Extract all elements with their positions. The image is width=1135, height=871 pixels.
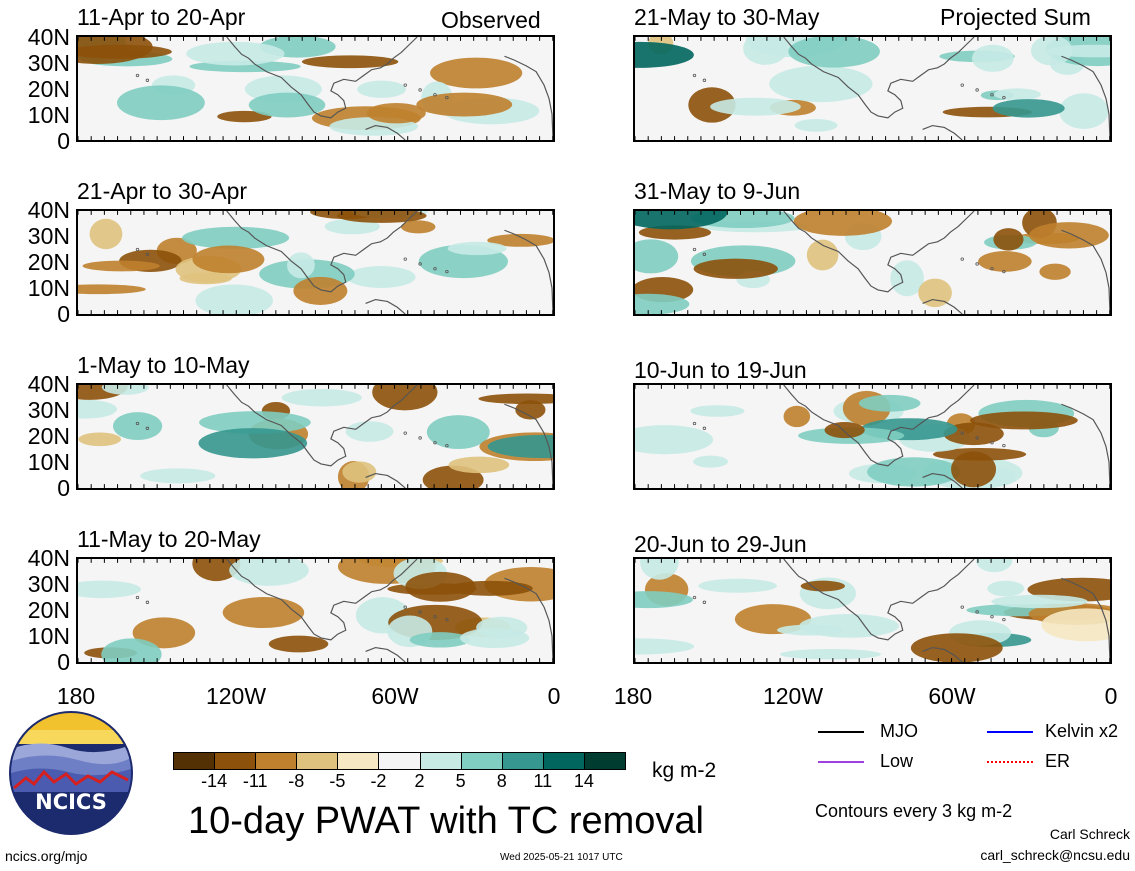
lat-label: 0 — [57, 301, 70, 327]
observed-label: Observed — [441, 7, 541, 33]
colorbar-units: kg m-2 — [652, 759, 717, 782]
colorbar — [173, 752, 626, 770]
lon-label: 120W — [205, 683, 267, 709]
colorbar-swatch — [214, 752, 257, 770]
panel-title-7: 10-Jun to 19-Jun — [634, 357, 807, 383]
lat-label: 40N — [27, 197, 70, 223]
lat-label: 20N — [27, 76, 70, 102]
lon-label: 60W — [371, 683, 419, 709]
colorbar-tick-label: -5 — [329, 771, 346, 791]
er-legend-line — [987, 761, 1033, 763]
colorbar-tick-label: -14 — [201, 771, 228, 791]
colorbar-tick-label: -11 — [242, 771, 268, 791]
pwat-anomaly-map — [78, 37, 553, 140]
lat-label: 40N — [27, 545, 70, 571]
lat-label: 30N — [27, 223, 70, 249]
lat-label: 0 — [57, 128, 70, 154]
low-legend-label: Low — [880, 751, 914, 771]
author-email: carl_schreck@ncsu.edu — [980, 847, 1130, 863]
pwat-anomaly-map — [635, 559, 1110, 662]
map-panel-2 — [76, 209, 555, 316]
pwat-anomaly-map — [635, 37, 1110, 140]
colorbar-swatch — [173, 752, 216, 770]
colorbar-swatch — [419, 752, 462, 770]
lat-label: 10N — [27, 102, 70, 128]
colorbar-tick-label: -8 — [288, 771, 305, 791]
lon-label: 0 — [547, 683, 561, 709]
colorbar-swatch — [296, 752, 339, 770]
colorbar-swatch — [337, 752, 380, 770]
panel-title-5: 21-May to 30-May — [634, 4, 820, 30]
panel-title-6: 31-May to 9-Jun — [634, 178, 801, 204]
mjo-legend-line — [818, 731, 864, 733]
map-panel-5 — [633, 35, 1112, 142]
kelvin-legend-line — [987, 731, 1033, 733]
lat-label: 0 — [57, 475, 70, 501]
colorbar-tick-label: 11 — [533, 771, 553, 791]
author-name: Carl Schreck — [1049, 826, 1130, 842]
lat-label: 30N — [27, 397, 70, 423]
lat-label: 30N — [27, 571, 70, 597]
colorbar-swatch — [255, 752, 298, 770]
lon-label: 180 — [56, 683, 96, 709]
mjo-legend-label: MJO — [880, 721, 918, 741]
panel-title-2: 21-Apr to 30-Apr — [77, 178, 248, 204]
panel-title-1: 11-Apr to 20-Apr — [77, 4, 246, 30]
footer-timestamp: Wed 2025-05-21 1017 UTC — [500, 852, 623, 863]
lon-label: 180 — [613, 683, 653, 709]
lat-label: 20N — [27, 423, 70, 449]
contours-note: Contours every 3 kg m-2 — [815, 801, 1013, 821]
colorbar-swatch — [501, 752, 544, 770]
colorbar-tick-label: 2 — [414, 771, 425, 791]
colorbar-swatch — [542, 752, 585, 770]
colorbar-tick-label: 5 — [455, 771, 466, 791]
lat-label: 10N — [27, 275, 70, 301]
map-panel-6 — [633, 209, 1112, 316]
pwat-anomaly-map — [78, 385, 553, 488]
lon-label: 120W — [762, 683, 824, 709]
map-panel-4 — [76, 557, 555, 664]
colorbar-swatch — [583, 752, 626, 770]
map-panel-7 — [633, 383, 1112, 490]
projected-sum-label: Projected Sum — [940, 4, 1091, 30]
pwat-anomaly-map — [78, 559, 553, 662]
logo-text: NCICS — [35, 790, 107, 814]
pwat-anomaly-map — [78, 211, 553, 314]
colorbar-tick-label: 8 — [496, 771, 507, 791]
lat-label: 20N — [27, 249, 70, 275]
lat-label: 40N — [27, 371, 70, 397]
colorbar-swatch — [460, 752, 503, 770]
lat-label: 10N — [27, 623, 70, 649]
lat-label: 20N — [27, 597, 70, 623]
lat-label: 30N — [27, 50, 70, 76]
map-panel-3 — [76, 383, 555, 490]
er-legend-label: ER — [1045, 751, 1071, 771]
main-title: 10-day PWAT with TC removal — [188, 800, 704, 842]
kelvin-legend-label: Kelvin x2 — [1045, 721, 1119, 741]
lon-label: 60W — [928, 683, 976, 709]
panel-title-8: 20-Jun to 29-Jun — [634, 531, 807, 557]
lat-label: 10N — [27, 449, 70, 475]
map-panel-1 — [76, 35, 555, 142]
lon-label: 0 — [1104, 683, 1118, 709]
ncics-logo: NCICS — [8, 710, 134, 836]
low-legend-line — [818, 761, 864, 763]
pwat-anomaly-map — [635, 385, 1110, 488]
colorbar-tick-label: 14 — [573, 771, 594, 791]
colorbar-tick-label: -2 — [370, 771, 387, 791]
pwat-anomaly-map — [635, 211, 1110, 314]
lat-label: 0 — [57, 649, 70, 675]
footer-url[interactable]: ncics.org/mjo — [5, 848, 88, 864]
panel-title-4: 11-May to 20-May — [77, 526, 261, 552]
map-panel-8 — [633, 557, 1112, 664]
colorbar-swatch — [378, 752, 421, 770]
lat-label: 40N — [27, 24, 70, 50]
panel-title-3: 1-May to 10-May — [77, 352, 250, 378]
